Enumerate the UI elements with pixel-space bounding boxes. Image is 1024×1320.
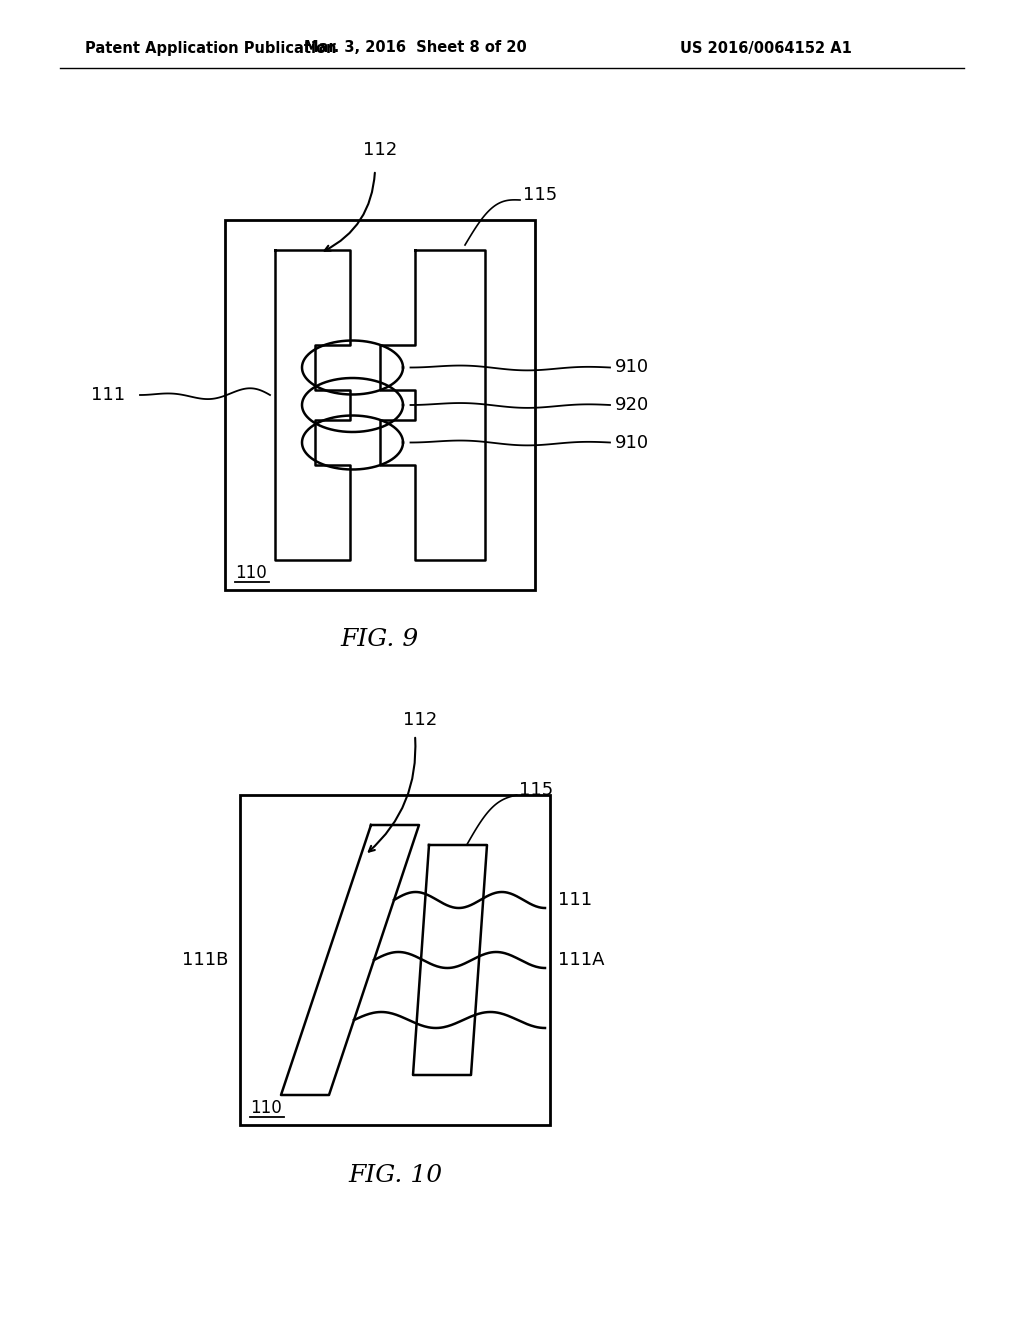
Text: 910: 910 [615, 359, 649, 376]
Text: 112: 112 [362, 141, 397, 158]
Text: 112: 112 [402, 711, 437, 729]
Text: 110: 110 [234, 564, 266, 582]
Text: 111: 111 [558, 891, 592, 909]
Text: 110: 110 [250, 1100, 282, 1117]
Bar [240, 795, 550, 1125]
Text: 910: 910 [615, 433, 649, 451]
Bar [225, 220, 535, 590]
Text: Patent Application Publication: Patent Application Publication [85, 41, 337, 55]
Text: 111A: 111A [558, 950, 604, 969]
Text: US 2016/0064152 A1: US 2016/0064152 A1 [680, 41, 852, 55]
Text: Mar. 3, 2016  Sheet 8 of 20: Mar. 3, 2016 Sheet 8 of 20 [304, 41, 526, 55]
Text: 111: 111 [91, 385, 125, 404]
Text: 920: 920 [615, 396, 649, 414]
Text: 115: 115 [523, 186, 557, 205]
Text: 115: 115 [519, 781, 553, 799]
Text: FIG. 10: FIG. 10 [348, 1163, 442, 1187]
Text: 111B: 111B [181, 950, 228, 969]
Text: FIG. 9: FIG. 9 [341, 628, 419, 652]
